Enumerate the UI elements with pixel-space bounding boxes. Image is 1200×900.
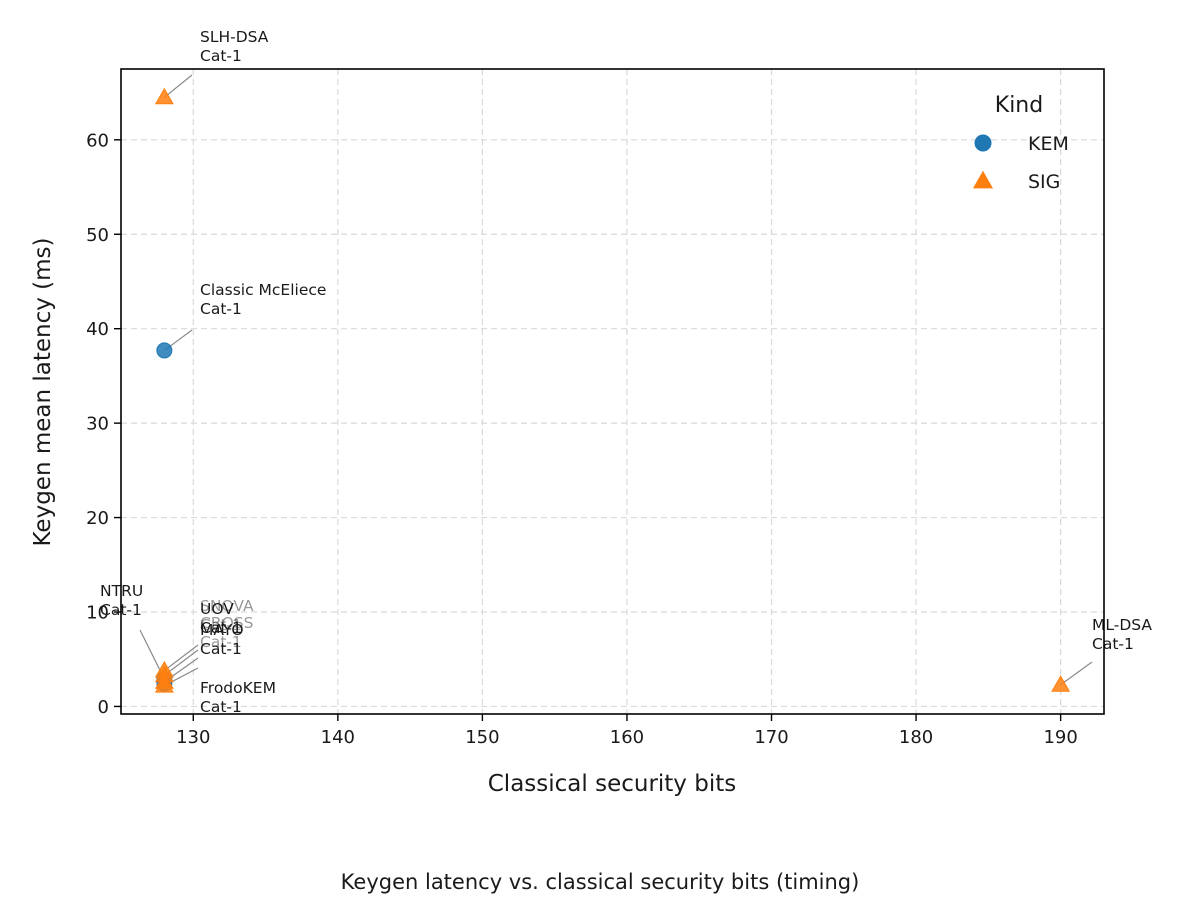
x-tick-label: 160 (610, 727, 644, 748)
legend-sig-label: SIG (1028, 171, 1060, 193)
annotation-label-line: Cat-1 (200, 633, 242, 651)
annotation-label-line: Cat-1 (200, 640, 242, 658)
annotation-leader (163, 74, 193, 98)
annotation-label-line: FrodoKEM (200, 679, 276, 697)
annotation-label-line: Cat-1 (200, 619, 242, 637)
y-axis-label: Keygen mean latency (ms) (30, 237, 56, 546)
y-tick-label: 40 (86, 319, 109, 340)
annotation-label: FrodoKEM Cat-1 (200, 679, 276, 716)
legend-sig-marker (972, 170, 994, 189)
legend-title: Kind (995, 93, 1043, 118)
annotation-label-line: UOV (200, 600, 234, 618)
y-tick-label: 20 (86, 508, 109, 529)
sig-point (154, 676, 174, 693)
annotation-label-line: Cat-1 (200, 698, 242, 716)
annotation-label-line: CROSS (200, 614, 253, 632)
sig-point (154, 87, 174, 105)
kem-point (156, 342, 173, 359)
annotation-label-line: Cat-1 (1092, 635, 1134, 653)
x-tick-label: 140 (321, 727, 355, 748)
x-tick-label: 150 (465, 727, 499, 748)
annotation-label: ML-DSA Cat-1 (1092, 616, 1152, 653)
legend-kem-marker (974, 134, 992, 152)
x-tick-label: 190 (1043, 727, 1077, 748)
y-tick-label: 10 (86, 603, 109, 624)
x-axis-label: Classical security bits (488, 771, 736, 797)
annotation-label-line: SLH-DSA (200, 28, 269, 46)
annotation-label: SLH-DSA Cat-1 (200, 28, 269, 65)
annotation-label: CROSS Cat-1 (200, 614, 253, 651)
annotation-label: SNOVA Cat-1 (200, 597, 254, 634)
annotation-label-line: ML-DSA (1092, 616, 1152, 634)
y-tick-label: 0 (98, 697, 109, 718)
annotation-label-line: MAYO (200, 621, 244, 639)
annotation-leader (164, 644, 199, 672)
x-tick-label: 170 (754, 727, 788, 748)
annotation-label-line: Classic McEliece (200, 281, 326, 299)
annotation-label-line: Cat-1 (200, 47, 242, 65)
data-points (154, 87, 1071, 693)
grid-lines (121, 69, 1104, 714)
legend-kem-label: KEM (1028, 133, 1069, 155)
y-tick-label: 50 (86, 225, 109, 246)
chart-caption: Keygen latency vs. classical security bi… (341, 870, 860, 894)
annotation-label-line: Cat-1 (200, 300, 242, 318)
sig-point (1051, 675, 1071, 692)
axis-ticks: 130 140 150 160 170 180 190 0 10 20 30 40 50 60 (86, 130, 1078, 748)
annotation-leader (1060, 661, 1093, 686)
annotation-label-line: Cat-1 (200, 616, 242, 634)
plot-frame (120, 68, 1105, 715)
annotation-label: UOV Cat-1 (200, 600, 242, 637)
x-tick-label: 130 (176, 727, 210, 748)
legend: Kind KEM SIG (972, 93, 1069, 193)
annotation-label: MAYO Cat-1 (200, 621, 244, 658)
y-tick-label: 60 (86, 130, 109, 151)
x-tick-label: 180 (899, 727, 933, 748)
annotation-label: Classic McEliece Cat-1 (200, 281, 326, 318)
y-tick-label: 30 (86, 414, 109, 435)
annotation-label-line: SNOVA (200, 597, 254, 615)
